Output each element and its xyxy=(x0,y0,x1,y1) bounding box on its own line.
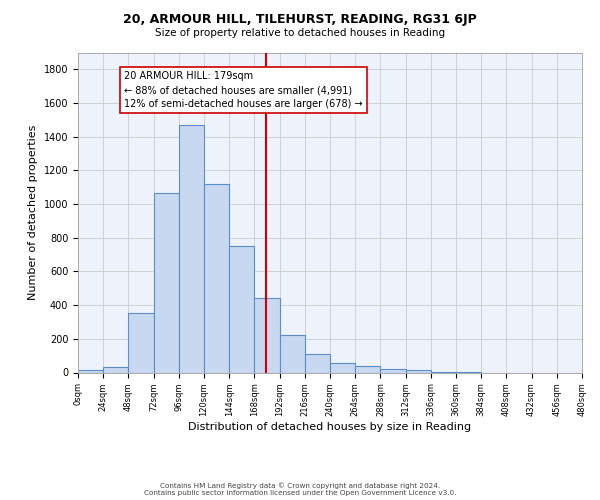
Bar xyxy=(254,298,280,372)
Bar xyxy=(103,368,128,372)
Text: 20 ARMOUR HILL: 179sqm
← 88% of detached houses are smaller (4,991)
12% of semi-: 20 ARMOUR HILL: 179sqm ← 88% of detached… xyxy=(124,71,363,109)
Bar xyxy=(229,246,254,372)
Bar xyxy=(380,369,406,372)
Bar xyxy=(78,370,103,372)
Bar xyxy=(154,193,179,372)
Bar xyxy=(179,125,204,372)
Text: Size of property relative to detached houses in Reading: Size of property relative to detached ho… xyxy=(155,28,445,38)
Bar xyxy=(204,184,229,372)
Bar xyxy=(280,334,305,372)
Text: Contains public sector information licensed under the Open Government Licence v3: Contains public sector information licen… xyxy=(144,490,456,496)
Text: 20, ARMOUR HILL, TILEHURST, READING, RG31 6JP: 20, ARMOUR HILL, TILEHURST, READING, RG3… xyxy=(123,12,477,26)
Bar xyxy=(406,370,431,372)
Bar xyxy=(128,312,154,372)
Y-axis label: Number of detached properties: Number of detached properties xyxy=(28,125,38,300)
Bar xyxy=(330,363,355,372)
Bar xyxy=(305,354,330,372)
Text: Contains HM Land Registry data © Crown copyright and database right 2024.: Contains HM Land Registry data © Crown c… xyxy=(160,482,440,489)
X-axis label: Distribution of detached houses by size in Reading: Distribution of detached houses by size … xyxy=(188,422,472,432)
Bar xyxy=(355,366,380,372)
